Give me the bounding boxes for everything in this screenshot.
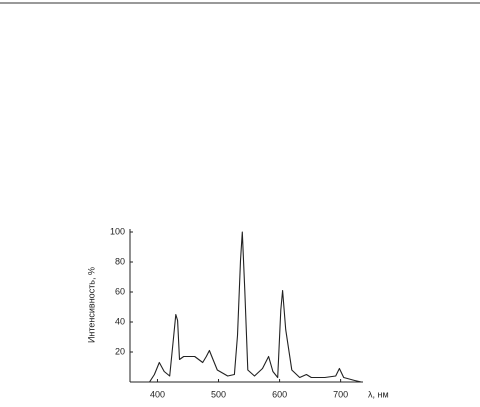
y-tick-label: 60 [115, 286, 125, 296]
y-tick-label: 40 [115, 316, 125, 326]
y-axis-label: Интенсивность, % [86, 267, 96, 343]
y-tick-label: 100 [110, 226, 125, 236]
x-axis-label: λ, нм [368, 389, 389, 399]
x-tick-label: 600 [272, 389, 287, 399]
spectrum-line [149, 231, 362, 383]
y-tick-label: 20 [115, 346, 125, 356]
y-tick-label: 80 [115, 256, 125, 266]
x-tick-label: 400 [150, 389, 165, 399]
x-tick-label: 500 [211, 389, 226, 399]
x-tick-label: 700 [333, 389, 348, 399]
